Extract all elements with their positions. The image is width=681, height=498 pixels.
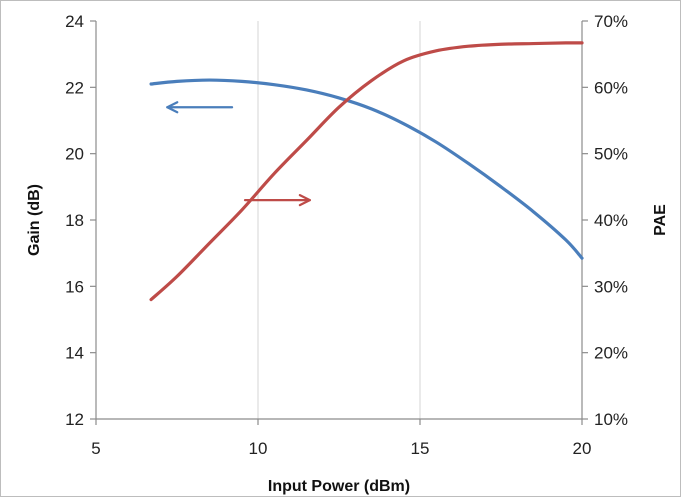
right-y-tick-label: 50% xyxy=(594,145,628,164)
right-y-tick-label: 10% xyxy=(594,410,628,429)
x-axis-title: Input Power (dBm) xyxy=(268,478,410,495)
x-tick-label: 5 xyxy=(91,439,100,458)
series-layer xyxy=(149,41,584,302)
x-tick-label: 10 xyxy=(249,439,268,458)
left-y-tick-label: 16 xyxy=(65,277,84,296)
left-y-tick-label: 18 xyxy=(65,211,84,230)
right-y-tick-label: 20% xyxy=(594,344,628,363)
axis-layer xyxy=(90,20,588,425)
pae-series-line xyxy=(149,41,584,302)
gain-axis-arrow-head xyxy=(166,101,179,114)
pae-axis-arrow-head xyxy=(298,194,311,207)
left-y-axis-title: Gain (dB) xyxy=(26,184,43,256)
right-y-tick-label: 30% xyxy=(594,277,628,296)
annotation-layer xyxy=(166,101,311,207)
grid-layer xyxy=(257,21,421,419)
left-y-tick-label: 12 xyxy=(65,410,84,429)
x-tick-label: 20 xyxy=(573,439,592,458)
x-tick-label: 15 xyxy=(411,439,430,458)
gain-series-line xyxy=(149,78,584,260)
right-y-tick-label: 40% xyxy=(594,211,628,230)
left-y-tick-label: 20 xyxy=(65,145,84,164)
right-y-tick-label: 70% xyxy=(594,12,628,31)
right-y-axis-title: PAE xyxy=(652,204,669,236)
right-y-tick-label: 60% xyxy=(594,78,628,97)
left-y-tick-label: 14 xyxy=(65,344,84,363)
label-layer: 12 14 16 18 20 22 24 10% 20% 30% 40% 50% 60% 70% 5 10 15… xyxy=(26,12,669,495)
left-y-tick-label: 22 xyxy=(65,78,84,97)
left-y-tick-label: 24 xyxy=(65,12,84,31)
